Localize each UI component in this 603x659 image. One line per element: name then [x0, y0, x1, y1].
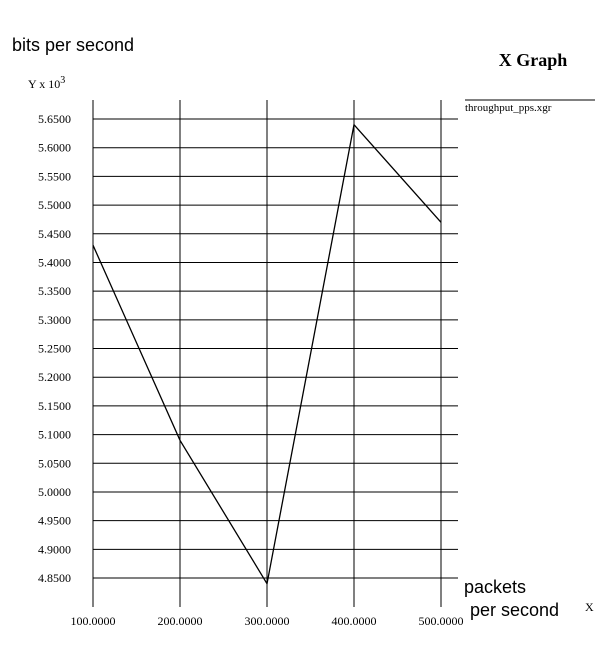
y-tick-label: 5.0500: [38, 456, 71, 470]
series-lines: [92, 123, 442, 586]
x-tick-label: 500.0000: [419, 614, 464, 628]
y-tick-label: 5.2000: [38, 370, 71, 384]
y-tick-labels: 4.8500 4.9000 4.9500 5.0000 5.0500 5.1000 5.15…: [38, 112, 71, 585]
chart-title: X Graph: [499, 50, 568, 70]
y-tick-label: 5.1000: [38, 428, 71, 442]
y-tick-label: 4.8500: [38, 571, 71, 585]
y-unit-prefix: Y x 10: [28, 77, 60, 91]
x-tick-label: 400.0000: [332, 614, 377, 628]
x-unit-label: X: [585, 600, 594, 614]
y-tick-label: 5.3000: [38, 313, 71, 327]
y-tick-label: 5.0000: [38, 485, 71, 499]
y-tick-label: 5.6500: [38, 112, 71, 126]
x-tick-labels: 100.0000 200.0000 300.0000 400.0000 500.0000: [71, 614, 464, 628]
x-tick-label: 200.0000: [158, 614, 203, 628]
x-tick-label: 100.0000: [71, 614, 116, 628]
y-tick-label: 5.6000: [38, 141, 71, 155]
y-tick-label: 5.5500: [38, 169, 71, 183]
y-axis-label: bits per second: [12, 35, 134, 55]
y-tick-label: 5.3500: [38, 284, 71, 298]
y-tick-label: 5.1500: [38, 399, 71, 413]
y-tick-label: 4.9500: [38, 514, 71, 528]
legend-label: throughput_pps.xgr: [465, 102, 552, 114]
x-axis-label-line1: packets: [464, 577, 526, 597]
x-axis-label-line2: per second: [470, 600, 559, 620]
y-unit-exponent: 3: [60, 75, 65, 86]
y-unit-label: Y x 103: [28, 75, 65, 91]
x-tick-label: 300.0000: [245, 614, 290, 628]
y-tick-label: 5.4500: [38, 227, 71, 241]
series-line: [92, 123, 442, 586]
grid: [92, 100, 458, 607]
y-tick-label: 5.2500: [38, 342, 71, 356]
y-tick-label: 4.9000: [38, 542, 71, 556]
y-tick-label: 5.5000: [38, 198, 71, 212]
y-tick-label: 5.4000: [38, 255, 71, 269]
